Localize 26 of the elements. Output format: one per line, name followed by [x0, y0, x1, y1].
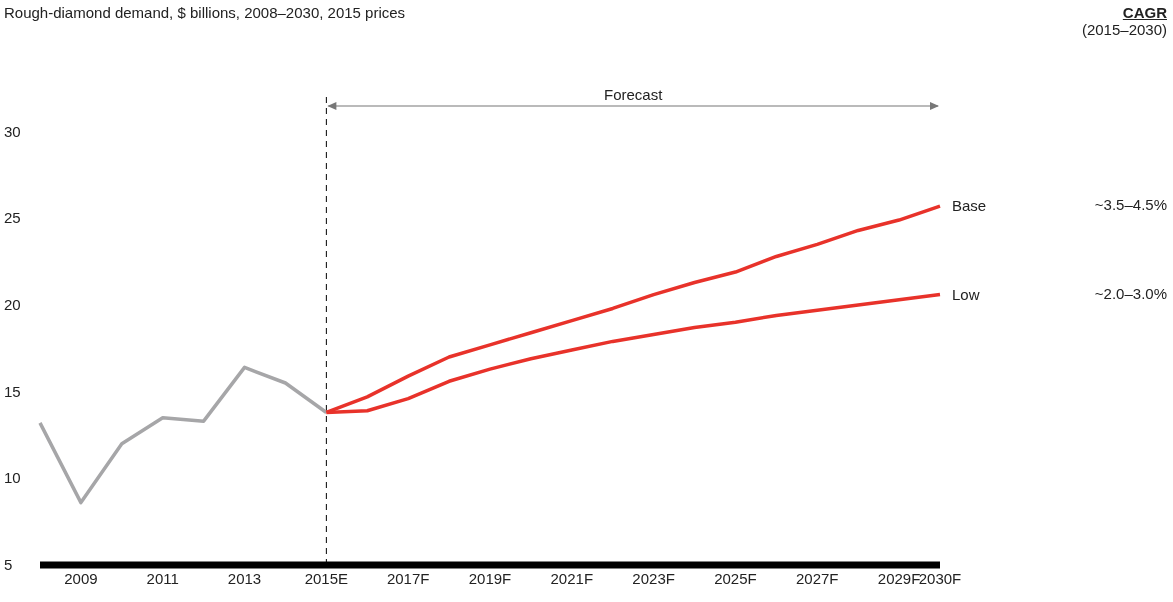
x-tick-label: 2009 [64, 569, 98, 587]
chart-title: Rough-diamond demand, $ billions, 2008–2030, 2015 prices [4, 4, 406, 21]
x-tick-label: 2015E [304, 569, 349, 587]
x-tick-label: 2017F [386, 569, 430, 587]
x-tick-label: 2019F [468, 569, 512, 587]
y-tick-label: 5 [4, 556, 13, 573]
series-label: Low [952, 285, 980, 303]
y-tick-label: 25 [4, 209, 21, 227]
annotation: Forecast [603, 86, 664, 103]
x-tick-label: 2011 [146, 569, 179, 587]
y-tick-label: 20 [4, 296, 21, 313]
text: ~3.5–4.5% [1094, 196, 1167, 214]
x-tick-label: 2023F [632, 569, 675, 587]
text: ~2.0–3.0% [1094, 284, 1167, 302]
series-label: Base [952, 197, 987, 215]
x-tick-label: 2027F [796, 569, 839, 587]
x-tick-label: 2025F [714, 569, 757, 587]
x-tick-label: 2030F [918, 569, 962, 587]
y-tick-label: 30 [4, 122, 21, 140]
y-tick-label: 10 [4, 469, 21, 487]
x-tick-label: 2029F [877, 569, 921, 587]
x-tick-label: 2013 [227, 569, 262, 587]
text: (2015–2030) [1081, 21, 1167, 38]
text: CAGR [1121, 4, 1167, 21]
x-tick-label: 2021F [550, 569, 594, 587]
y-tick-label: 15 [4, 382, 21, 400]
